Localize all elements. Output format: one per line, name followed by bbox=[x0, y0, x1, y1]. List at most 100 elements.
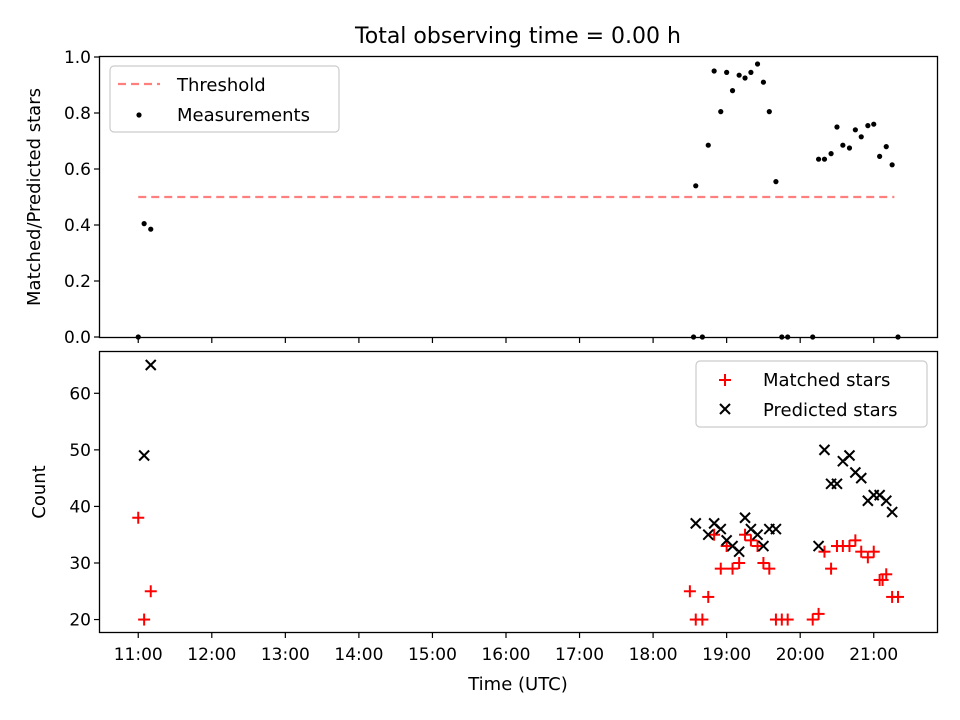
x-tick-label: 13:00 bbox=[261, 645, 310, 665]
count-legend: Matched stars Predicted stars bbox=[695, 360, 928, 428]
matched-point bbox=[744, 534, 757, 547]
measurement-point bbox=[693, 183, 699, 189]
matched-point bbox=[861, 551, 874, 564]
predicted-point bbox=[886, 506, 898, 518]
matched-point bbox=[714, 562, 727, 575]
x-tick-label: 11:00 bbox=[114, 645, 163, 665]
matched-point bbox=[144, 585, 157, 598]
measurement-point bbox=[766, 109, 772, 115]
matched-point bbox=[720, 540, 733, 553]
predicted-point bbox=[733, 545, 745, 558]
measurement-point bbox=[148, 226, 154, 232]
predicted-point bbox=[757, 540, 770, 552]
measurement-point bbox=[889, 162, 895, 168]
ratio-y-tick-label: 0.4 bbox=[64, 216, 91, 236]
measurement-point bbox=[858, 134, 864, 140]
measurement-point bbox=[773, 179, 779, 185]
matched-point bbox=[702, 590, 715, 603]
measurement-point bbox=[877, 153, 883, 159]
x-tick-label: 21:00 bbox=[849, 645, 898, 665]
predicted-point bbox=[843, 449, 856, 462]
matched-point bbox=[138, 613, 151, 626]
measurement-point bbox=[736, 72, 742, 78]
count-y-tick-label: 50 bbox=[69, 441, 91, 461]
count-y-tick-label: 20 bbox=[69, 611, 91, 631]
predicted-point bbox=[690, 517, 702, 530]
ratio-y-tick-label: 0.2 bbox=[64, 272, 91, 292]
matched-point bbox=[763, 562, 776, 575]
predicted-point bbox=[831, 478, 843, 490]
matched-point bbox=[812, 607, 825, 620]
matched-point bbox=[818, 545, 831, 558]
matched-point bbox=[855, 545, 868, 558]
chart-title: Total observing time = 0.00 h bbox=[354, 24, 681, 49]
measurement-point bbox=[846, 145, 853, 151]
measurement-point bbox=[729, 88, 736, 94]
ratio-y-tick-label: 0.6 bbox=[64, 160, 91, 180]
matched-point bbox=[867, 545, 880, 558]
predicted-point bbox=[880, 495, 892, 507]
measurement-point bbox=[141, 221, 147, 227]
ratio-y-tick-label: 0.0 bbox=[64, 328, 91, 348]
measurement-point bbox=[828, 151, 834, 157]
measurement-point bbox=[821, 156, 828, 162]
ratio-y-axis-label: Matched/Predicted stars bbox=[24, 88, 45, 306]
predicted-point bbox=[818, 444, 831, 456]
ratio-panel: 0.0 0.2 0.4 0.6 0.8 1.0 Matched/Predicted sta… bbox=[24, 48, 939, 348]
predicted-point bbox=[812, 540, 825, 552]
ratio-legend: Threshold Measurements bbox=[109, 65, 340, 133]
ratio-y-tick-label: 0.8 bbox=[64, 104, 91, 124]
matched-point bbox=[751, 540, 764, 553]
matched-point bbox=[806, 613, 819, 626]
x-tick-label: 17:00 bbox=[555, 645, 604, 665]
measurement-point bbox=[883, 144, 889, 150]
predicted-point bbox=[855, 472, 867, 484]
count-y-tick-label: 40 bbox=[69, 497, 91, 517]
matched-point bbox=[708, 528, 721, 541]
count-panel: 20 30 40 50 60 11:00 12:00 13:00 14:00 15:00 16:0… bbox=[29, 350, 939, 695]
x-tick-label: 14:00 bbox=[334, 645, 383, 665]
ratio-y-tick-label: 1.0 bbox=[64, 48, 91, 68]
count-y-axis-label: Count bbox=[29, 465, 50, 518]
count-y-tick-label: 30 bbox=[69, 554, 91, 574]
predicted-point bbox=[702, 528, 714, 541]
x-tick-label: 12:00 bbox=[187, 645, 236, 665]
predicted-point bbox=[770, 523, 782, 535]
measurement-point bbox=[705, 142, 711, 148]
x-tick-label: 19:00 bbox=[702, 645, 751, 665]
count-y-tick-label: 60 bbox=[69, 384, 91, 404]
measurement-point bbox=[871, 121, 877, 127]
x-tick-label: 20:00 bbox=[776, 645, 825, 665]
matched-point bbox=[781, 613, 794, 626]
measurement-point bbox=[834, 124, 840, 130]
predicted-legend-label: Predicted stars bbox=[763, 400, 897, 421]
matched-point bbox=[849, 534, 862, 547]
matched-point bbox=[843, 540, 856, 553]
matched-point bbox=[683, 585, 696, 598]
matched-legend-swatch bbox=[719, 374, 731, 386]
measurement-point bbox=[724, 69, 730, 75]
measurement-point bbox=[815, 156, 822, 162]
matched-point bbox=[132, 511, 145, 524]
predicted-point bbox=[739, 512, 751, 524]
measurements-legend-label: Measurements bbox=[177, 105, 310, 126]
measurement-point bbox=[748, 69, 754, 75]
measurement-point bbox=[742, 75, 748, 81]
measurement-point bbox=[852, 127, 858, 133]
count-plot-frame bbox=[98, 350, 939, 634]
matched-point bbox=[696, 613, 709, 626]
x-axis-label: Time (UTC) bbox=[467, 674, 568, 695]
predicted-point bbox=[751, 528, 764, 541]
matched-point bbox=[739, 528, 752, 541]
threshold-legend-label: Threshold bbox=[176, 75, 266, 96]
measurement-point bbox=[760, 79, 767, 85]
ratio-plot-frame bbox=[98, 55, 939, 339]
matched-legend-label: Matched stars bbox=[763, 370, 890, 391]
x-tick-label: 15:00 bbox=[408, 645, 457, 665]
matched-point bbox=[892, 590, 905, 603]
x-tick-label: 16:00 bbox=[481, 645, 530, 665]
measurement-point bbox=[718, 109, 724, 115]
matched-point bbox=[726, 562, 739, 575]
predicted-point bbox=[138, 449, 150, 462]
